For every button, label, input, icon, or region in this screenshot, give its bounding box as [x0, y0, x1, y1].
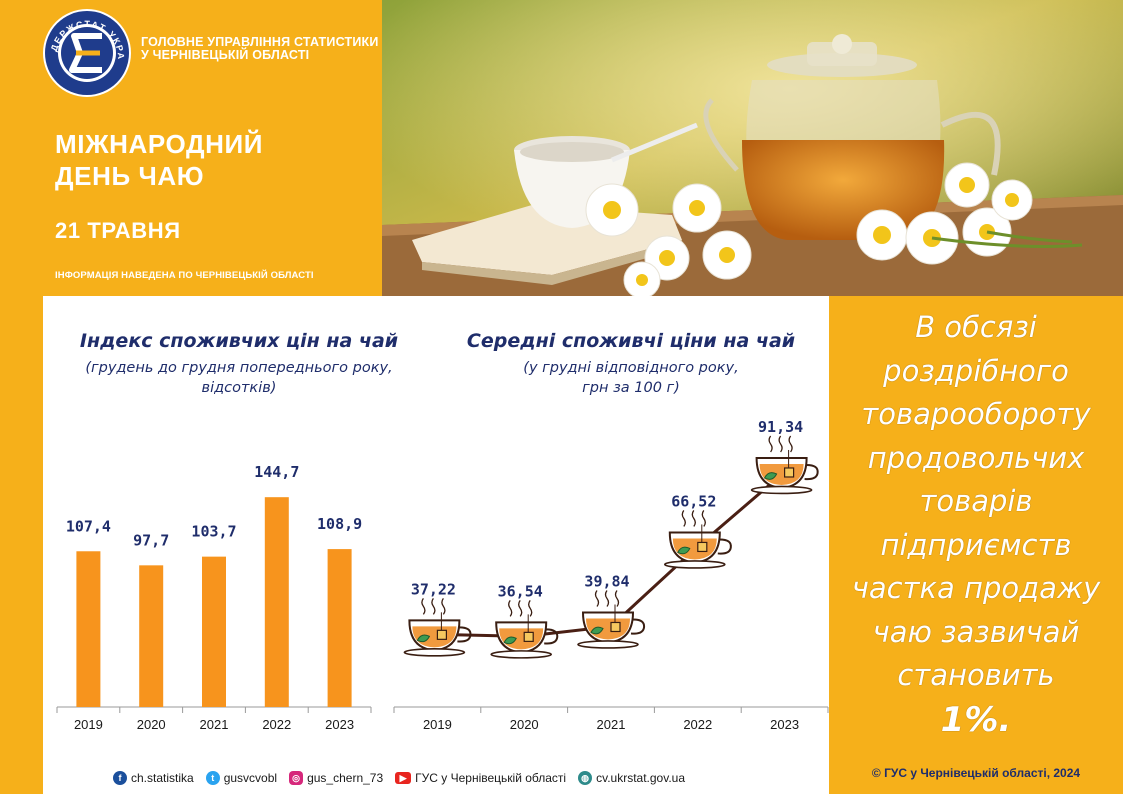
- twitter-label: gusvcvobl: [223, 771, 278, 785]
- title-line-2: ДЕНЬ ЧАЮ: [55, 161, 205, 191]
- cpi-x-tick-label: 2021: [200, 717, 229, 732]
- facebook-label: ch.statistika: [131, 771, 194, 785]
- derzhstat-logo: ДЕРЖСТАТ УКРАЇНИ: [42, 8, 131, 97]
- tea-cup-icon: [490, 599, 559, 659]
- price-x-tick-label: 2020: [510, 717, 539, 732]
- website-label: cv.ukrstat.gov.ua: [596, 771, 686, 785]
- tea-photo: [382, 0, 1123, 296]
- fact-line-9: становить: [897, 658, 1055, 692]
- tea-cup-icon: [577, 590, 646, 649]
- social-footer: f ch.statistika t gusvcvobl ◎ gus_chern_…: [113, 769, 685, 787]
- price-x-tick-label: 2022: [683, 717, 712, 732]
- tea-cup-icon: [750, 435, 819, 495]
- fact-line-4: продовольчих: [867, 440, 1085, 475]
- cpi-value-label: 107,4: [66, 517, 111, 535]
- fact-line-2: роздрібного: [883, 353, 1069, 388]
- youtube-link[interactable]: ▶ ГУС у Чернівецькій області: [395, 771, 566, 785]
- tea-cup-icon: [663, 510, 732, 569]
- cpi-bar-2020: [139, 565, 164, 707]
- cpi-chart-title: Індекс споживчих цін на чай: [79, 330, 399, 352]
- twitter-icon: t: [205, 771, 220, 785]
- globe-icon: ◍: [578, 771, 593, 785]
- cpi-value-label: 144,7: [254, 463, 299, 481]
- price-chart-title: Середні споживчі ціни на чай: [466, 330, 796, 352]
- region-note: ІНФОРМАЦІЯ НАВЕДЕНА ПО ЧЕРНІВЕЦЬКІЙ ОБЛА…: [55, 270, 314, 281]
- cpi-x-tick-label: 2019: [74, 717, 103, 732]
- cpi-bar-2019: [76, 551, 101, 707]
- cpi-x-tick-label: 2020: [137, 717, 166, 732]
- charts-canvas: 107,4 2019 97,7 2020 103,7 2021 144,7 2022 108,9…: [56, 418, 829, 732]
- cpi-bar-2021: [202, 556, 226, 707]
- fact-line-1: В обсязі: [915, 310, 1037, 344]
- cpi-subtitle-line-1: (грудень до грудня попереднього року,: [85, 360, 393, 376]
- cpi-x-tick-label: 2023: [325, 717, 354, 732]
- tea-cup-icon: [403, 597, 472, 657]
- twitter-link[interactable]: t gusvcvobl: [205, 771, 278, 785]
- fact-line-8: чаю зазвичай: [872, 614, 1080, 649]
- instagram-label: gus_chern_73: [307, 771, 384, 785]
- cpi-subtitle-line-2: відсотків): [201, 380, 277, 396]
- cpi-value-label: 103,7: [191, 523, 236, 541]
- cpi-bar-2023: [327, 549, 352, 707]
- price-x-tick-label: 2021: [597, 717, 626, 732]
- price-x-tick-label: 2023: [770, 717, 799, 732]
- fact-line-3: товарообороту: [861, 397, 1091, 431]
- price-value-label: 91,34: [758, 418, 803, 436]
- fact-text: В обсязі роздрібного товарообороту продовол…: [829, 306, 1123, 698]
- price-value-label: 36,54: [498, 582, 543, 600]
- title-line-1: МІЖНАРОДНИЙ: [55, 129, 264, 159]
- price-chart-subtitle: (у грудні відповідного року, грн за 100 …: [461, 358, 801, 398]
- fact-percent: 1%.: [940, 700, 1012, 740]
- fact-line-5: товарів: [919, 484, 1033, 518]
- instagram-icon: ◎: [289, 771, 304, 785]
- organization-name: ГОЛОВНЕ УПРАВЛІННЯ СТАТИСТИКИ У ЧЕРНІВЕЦ…: [141, 36, 379, 62]
- cpi-value-label: 108,9: [317, 515, 362, 533]
- price-value-label: 66,52: [671, 492, 716, 510]
- instagram-link[interactable]: ◎ gus_chern_73: [289, 771, 383, 785]
- copyright: © ГУС у Чернівецькій області, 2024: [871, 766, 1081, 780]
- website-link[interactable]: ◍ cv.ukrstat.gov.ua: [578, 771, 685, 785]
- youtube-label: ГУС у Чернівецькій області: [415, 771, 567, 785]
- facebook-link[interactable]: f ch.statistika: [113, 771, 194, 785]
- price-value-label: 37,22: [411, 580, 456, 598]
- cpi-value-label: 97,7: [133, 531, 169, 549]
- price-subtitle-line-2: грн за 100 г): [582, 380, 680, 396]
- event-date: 21 ТРАВНЯ: [55, 218, 181, 243]
- youtube-icon: ▶: [395, 772, 412, 784]
- price-x-tick-label: 2019: [423, 717, 452, 732]
- page-title: МІЖНАРОДНИЙ ДЕНЬ ЧАЮ: [55, 128, 263, 192]
- price-value-label: 39,84: [584, 572, 629, 590]
- price-subtitle-line-1: (у грудні відповідного року,: [523, 360, 739, 376]
- org-line-2: У ЧЕРНІВЕЦЬКІЙ ОБЛАСТІ: [141, 48, 310, 62]
- facebook-icon: f: [113, 771, 127, 785]
- fact-line-6: підприємств: [880, 527, 1072, 562]
- header-banner: ДЕРЖСТАТ УКРАЇНИ ГОЛОВНЕ УПРАВЛІННЯ СТАТ…: [0, 0, 1123, 296]
- charts-panel: 107,4 2019 97,7 2020 103,7 2021 144,7 2022 108,9…: [43, 296, 829, 794]
- cpi-bar-2022: [264, 497, 289, 707]
- cpi-x-tick-label: 2022: [262, 717, 291, 732]
- org-line-1: ГОЛОВНЕ УПРАВЛІННЯ СТАТИСТИКИ: [141, 35, 379, 49]
- cpi-chart-subtitle: (грудень до грудня попереднього року, ві…: [58, 358, 420, 398]
- fact-line-7: частка продажу: [851, 571, 1101, 605]
